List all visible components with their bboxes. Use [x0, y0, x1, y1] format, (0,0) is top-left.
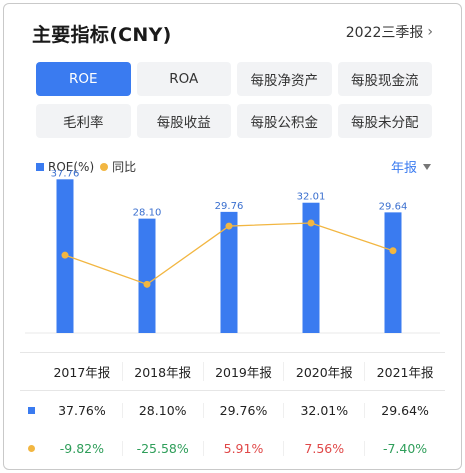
roe-legend-label: ROE(%): [48, 159, 95, 174]
roe-bar-label: 28.10: [133, 208, 162, 219]
roe-square-icon: [27, 406, 35, 414]
yoy-cell: 5.91%: [202, 440, 284, 456]
yoy-cell: -25.58%: [121, 440, 203, 456]
roe-bar: [302, 202, 320, 333]
card-title: 主要指标(CNY): [32, 24, 172, 46]
yoy-point: [225, 222, 233, 230]
yoy-point: [307, 219, 315, 227]
tab-gross-margin[interactable]: 毛利率: [36, 104, 131, 138]
yoy-legend-label: 同比: [112, 160, 137, 174]
roe-chart: 37.76 28.10 29.76 32.01 29.64: [25, 170, 440, 334]
roe-bar-label: 32.01: [297, 192, 326, 203]
tab-cashflow-per-share[interactable]: 每股现金流: [337, 62, 432, 96]
yoy-points: [61, 219, 397, 288]
tab-eps[interactable]: 每股收益: [136, 104, 231, 138]
roe-bar-labels: 37.76 28.10 29.76 32.01 29.64: [51, 170, 408, 219]
yoy-point: [61, 251, 69, 259]
yoy-cell: -9.82%: [59, 440, 105, 456]
tab-roa[interactable]: ROA: [136, 62, 231, 96]
tab-roe[interactable]: ROE: [36, 62, 131, 96]
roe-bar-label: 37.76: [51, 170, 80, 179]
yoy-point: [389, 247, 397, 255]
table-header-cell: 2018年报: [121, 362, 203, 381]
chart-legend: ROE(%) 同比: [36, 158, 136, 175]
table-header-cell: 2017年报: [53, 365, 111, 380]
roe-bar-label: 29.76: [215, 201, 244, 212]
caret-down-icon: [423, 163, 431, 170]
table-header-cell: 2019年报: [202, 362, 284, 381]
roe-cell: 37.76%: [58, 402, 106, 418]
roe-cell: 28.10%: [121, 402, 203, 418]
yoy-dot-icon: [27, 444, 35, 452]
table-header-cell: 2020年报: [283, 362, 364, 381]
roe-bar: [138, 218, 156, 333]
table-row-roe: 37.76% 28.10% 29.76% 32.01% 29.64%: [20, 391, 445, 429]
roe-legend-swatch: [36, 162, 44, 171]
chevron-right-icon: ›: [427, 24, 433, 40]
roe-bar: [220, 211, 238, 333]
table-header-row: 2017年报 2018年报 2019年报 2020年报 2021年报: [20, 353, 445, 391]
roe-cell: 29.64%: [364, 402, 445, 418]
table-header-cell: 2021年报: [364, 362, 445, 381]
indicator-table: 2017年报 2018年报 2019年报 2020年报 2021年报 37.76…: [20, 352, 445, 467]
yoy-legend-swatch: [100, 162, 109, 171]
roe-bars: [56, 179, 402, 333]
table-row-yoy: -9.82% -25.58% 5.91% 7.56% -7.40%: [20, 429, 445, 467]
tab-reserve-per-share[interactable]: 每股公积金: [237, 104, 332, 138]
roe-cell: 32.01%: [283, 402, 364, 418]
frequency-dropdown[interactable]: 年报: [391, 157, 431, 176]
tab-net-assets-per-share[interactable]: 每股净资产: [237, 62, 332, 96]
yoy-cell: 7.56%: [283, 440, 364, 456]
roe-cell: 29.76%: [202, 402, 284, 418]
indicator-tabs: ROE ROA 每股净资产 每股现金流 毛利率 每股收益 每股公积金 每股未分配: [36, 62, 432, 138]
roe-bar: [384, 212, 402, 333]
frequency-label: 年报: [390, 161, 417, 176]
tab-undistributed-per-share[interactable]: 每股未分配: [337, 104, 432, 138]
report-period-label: 2022三季报: [345, 25, 424, 41]
report-period-selector[interactable]: 2022三季报 ›: [346, 22, 433, 42]
yoy-point: [143, 280, 151, 288]
roe-bar-label: 29.64: [379, 201, 408, 212]
yoy-cell: -7.40%: [364, 440, 445, 456]
